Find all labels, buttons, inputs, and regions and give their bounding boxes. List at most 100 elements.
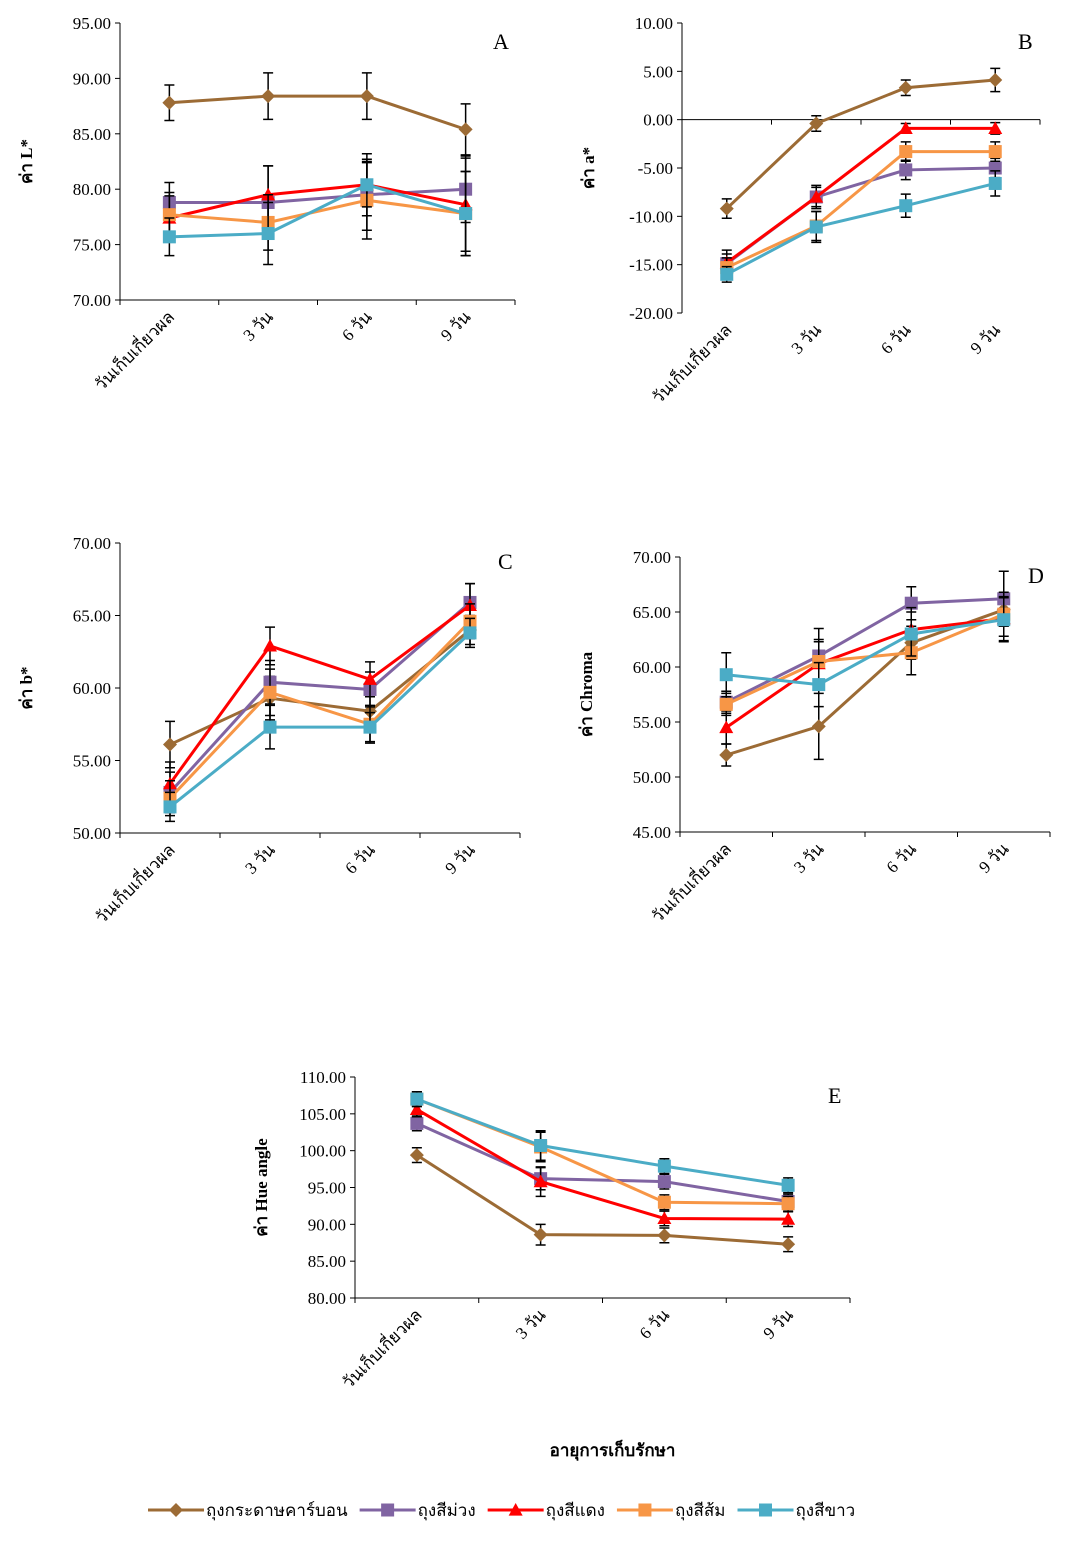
- series-line: [726, 150, 996, 269]
- y-tick-label: 85.00: [308, 1252, 346, 1271]
- y-tick-label: -20.00: [629, 304, 673, 323]
- legend-marker: [638, 1503, 652, 1517]
- x-tick-label: วันเก็บเกี่ยวผล: [89, 305, 178, 394]
- y-tick-label: 85.00: [73, 125, 111, 144]
- y-axis-label: ค่า b*: [17, 666, 36, 709]
- x-tick-label: 6 วัน: [636, 1305, 674, 1343]
- x-tick-label: 9 วัน: [967, 320, 1005, 358]
- data-point: [360, 178, 374, 192]
- series-line: [169, 183, 466, 220]
- y-tick-label: 100.00: [299, 1142, 346, 1161]
- data-point: [997, 613, 1011, 627]
- y-tick-label: 90.00: [308, 1215, 346, 1234]
- x-tick-label: 6 วัน: [338, 307, 376, 345]
- y-tick-label: 95.00: [73, 14, 111, 33]
- x-tick-label: 3 วัน: [790, 839, 828, 877]
- y-tick-label: 105.00: [299, 1105, 346, 1124]
- y-tick-label: -10.00: [629, 207, 673, 226]
- data-point: [463, 626, 477, 640]
- y-tick-label: 10.00: [635, 14, 673, 33]
- y-tick-label: 110.00: [300, 1068, 346, 1087]
- series-line: [169, 631, 472, 809]
- legend-label: ถุงสีแดง: [546, 1501, 605, 1521]
- data-point: [459, 207, 473, 221]
- data-point: [781, 1197, 795, 1211]
- legend-label: ถุงสีส้ม: [675, 1501, 726, 1521]
- series-line: [169, 198, 466, 224]
- legend-label: ถุงสีม่วง: [418, 1501, 476, 1521]
- data-point: [904, 596, 918, 610]
- data-point: [409, 1148, 424, 1163]
- x-tick-label: 6 วัน: [341, 840, 379, 878]
- x-tick-label: 3 วัน: [788, 320, 826, 358]
- data-point: [719, 668, 733, 682]
- data-point: [988, 176, 1002, 190]
- y-tick-label: 50.00: [73, 824, 111, 843]
- y-tick-label: 90.00: [73, 69, 111, 88]
- data-point: [719, 201, 734, 216]
- legend-label: ถุงสีขาว: [796, 1501, 856, 1521]
- y-tick-label: 0.00: [643, 111, 673, 130]
- series-line: [726, 182, 996, 276]
- x-tick-label: 9 วัน: [441, 840, 479, 878]
- data-point: [899, 163, 913, 177]
- data-point: [410, 1092, 424, 1106]
- data-point: [162, 230, 176, 244]
- data-point: [781, 1237, 796, 1252]
- y-tick-label: 70.00: [73, 291, 111, 310]
- y-tick-label: 75.00: [73, 236, 111, 255]
- series-line: [169, 187, 466, 204]
- data-point: [988, 121, 1003, 134]
- data-point: [899, 199, 913, 213]
- y-tick-label: -5.00: [638, 159, 673, 178]
- legend-marker: [169, 1503, 183, 1517]
- data-point: [781, 1212, 796, 1225]
- y-tick-label: 70.00: [633, 548, 671, 567]
- x-tick-label: วันเก็บเกี่ยวผล: [90, 838, 179, 927]
- y-tick-label: 5.00: [643, 62, 673, 81]
- x-axis-label: อายุการเก็บรักษา: [550, 1438, 676, 1461]
- panel-label: E: [828, 1083, 841, 1108]
- legend-marker: [759, 1503, 772, 1517]
- data-point: [988, 73, 1003, 88]
- x-tick-label: 9 วัน: [760, 1305, 798, 1343]
- series-line: [416, 1122, 789, 1203]
- x-tick-label: 3 วัน: [512, 1305, 550, 1343]
- data-point: [263, 638, 277, 652]
- y-tick-label: 50.00: [633, 768, 671, 787]
- legend-label: ถุงกระดาษคาร์บอน: [206, 1501, 348, 1521]
- y-tick-label: 65.00: [73, 607, 111, 626]
- data-point: [359, 89, 374, 104]
- data-point: [809, 190, 824, 203]
- y-tick-label: 55.00: [633, 713, 671, 732]
- data-point: [263, 685, 277, 699]
- y-tick-label: 45.00: [633, 823, 671, 842]
- y-tick-label: 80.00: [73, 180, 111, 199]
- y-axis-label: ค่า a*: [579, 147, 598, 189]
- data-point: [534, 1139, 548, 1153]
- y-tick-label: 60.00: [633, 658, 671, 677]
- legend-marker: [508, 1503, 523, 1516]
- y-axis-label: ค่า Hue angle: [252, 1138, 271, 1237]
- data-point: [657, 1211, 672, 1225]
- data-point: [812, 678, 826, 692]
- series-line: [168, 601, 471, 794]
- x-tick-label: 3 วัน: [240, 307, 278, 345]
- data-point: [812, 655, 826, 668]
- x-tick-label: 6 วัน: [877, 320, 915, 358]
- x-tick-label: 3 วัน: [241, 840, 279, 878]
- data-point: [898, 80, 913, 95]
- series-line: [169, 628, 471, 746]
- data-point: [163, 737, 177, 752]
- series-line: [416, 1153, 789, 1246]
- y-tick-label: 60.00: [73, 679, 111, 698]
- y-tick-label: 80.00: [308, 1289, 346, 1308]
- x-tick-label: วันเก็บเกี่ยวผล: [337, 1303, 426, 1392]
- data-point: [533, 1227, 548, 1242]
- data-point: [904, 627, 918, 641]
- x-tick-label: 9 วัน: [975, 839, 1013, 877]
- y-tick-label: 70.00: [73, 534, 111, 553]
- data-point: [898, 121, 913, 134]
- series-line: [725, 78, 996, 210]
